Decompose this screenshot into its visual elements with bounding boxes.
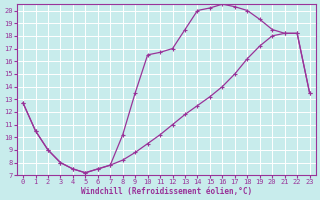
- X-axis label: Windchill (Refroidissement éolien,°C): Windchill (Refroidissement éolien,°C): [81, 187, 252, 196]
